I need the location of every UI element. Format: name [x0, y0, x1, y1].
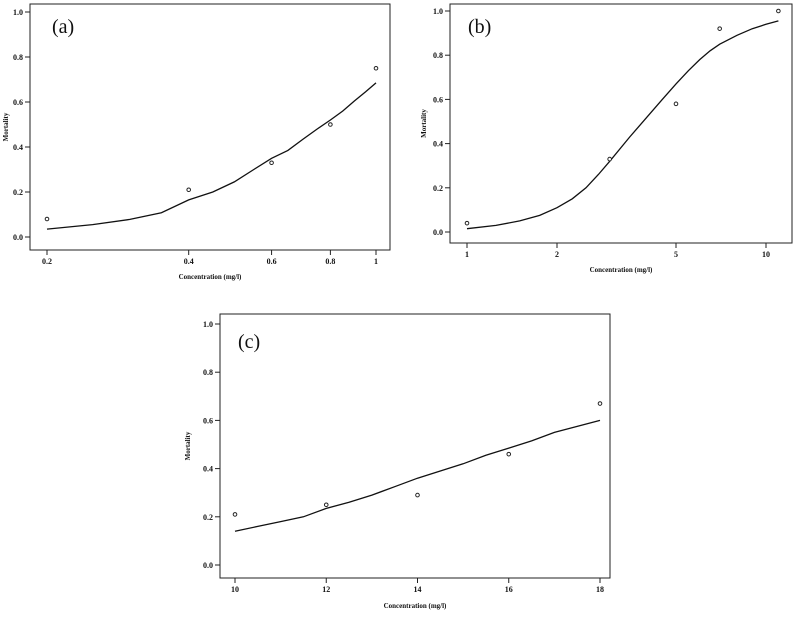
x-tick-label: 12 — [322, 585, 330, 594]
x-tick-label: 14 — [414, 585, 422, 594]
fit-curve — [46, 82, 377, 230]
y-tick-label: 0.0 — [203, 561, 213, 570]
x-tick-label: 1 — [374, 257, 378, 266]
x-tick-label: 0.6 — [267, 257, 277, 266]
y-axis-label: Mortality — [2, 112, 10, 141]
x-tick-label: 0.2 — [42, 257, 52, 266]
y-tick-label: 0.2 — [433, 184, 443, 193]
y-tick-label: 0.8 — [203, 368, 213, 377]
y-axis-label: Mortality — [184, 431, 192, 460]
data-point — [464, 220, 470, 226]
y-tick-label: 0.8 — [433, 51, 443, 60]
data-point — [673, 101, 679, 107]
panel-c: 10 12 14 16 18 0.0 0.2 0.4 0.6 0.8 1.0 Concentratio… — [184, 313, 611, 610]
data-point — [186, 187, 191, 193]
fit-curve — [234, 419, 601, 532]
y-tick-label: 0.6 — [433, 95, 443, 104]
panel-b: 1 2 5 10 0.0 0.2 0.4 0.6 0.8 1.0 Concentration (mg… — [420, 3, 793, 274]
data-point — [328, 122, 333, 127]
data-point — [776, 8, 781, 14]
panel-label: (a) — [52, 16, 74, 38]
y-tick-label: 0.4 — [203, 465, 213, 474]
x-tick-label: 0.4 — [184, 257, 194, 266]
panel-label: (c) — [238, 331, 260, 353]
data-point — [607, 156, 612, 162]
data-point — [597, 401, 603, 406]
panel-label: (b) — [468, 16, 491, 38]
y-tick-label: 0.2 — [203, 513, 213, 522]
y-tick-label: 1.0 — [433, 7, 443, 16]
x-tick-label: 10 — [762, 250, 770, 259]
data-point — [506, 451, 512, 457]
y-tick-label: 1.0 — [203, 320, 213, 329]
x-axis-label: Concentration (mg/l) — [179, 273, 242, 281]
x-tick-label: 0.8 — [325, 257, 335, 266]
y-tick-label: 0.0 — [433, 228, 443, 237]
fit-curve — [466, 20, 779, 230]
data-point — [269, 160, 274, 166]
y-tick-label: 0.0 — [13, 233, 23, 242]
x-axis-label: Concentration (mg/l) — [384, 602, 447, 610]
y-tick-label: 0.8 — [13, 53, 23, 62]
x-tick-label: 16 — [505, 585, 513, 594]
data-point — [415, 492, 420, 498]
y-tick-label: 0.6 — [203, 416, 213, 425]
x-tick-label: 2 — [555, 250, 559, 259]
x-tick-label: 5 — [674, 250, 678, 259]
y-tick-label: 1.0 — [13, 8, 23, 17]
data-point — [44, 216, 50, 222]
data-point — [373, 65, 379, 71]
data-point — [717, 26, 722, 31]
data-point — [232, 512, 238, 517]
y-tick-label: 0.6 — [13, 98, 23, 107]
panel-a: 0.2 0.4 0.6 0.8 1 0.0 0.2 0.4 0.6 0.8 1.0 Concentra… — [2, 3, 391, 281]
plot-frame — [219, 313, 611, 579]
plot-frame — [29, 3, 391, 251]
y-tick-label: 0.4 — [13, 143, 23, 152]
x-tick-label: 18 — [596, 585, 604, 594]
plot-frame — [449, 3, 793, 244]
x-axis-label: Concentration (mg/l) — [590, 266, 653, 274]
x-tick-label: 1 — [465, 250, 469, 259]
y-tick-label: 0.4 — [433, 140, 443, 149]
y-tick-label: 0.2 — [13, 188, 23, 197]
data-point — [323, 502, 329, 508]
y-axis-label: Mortality — [420, 109, 428, 138]
x-tick-label: 10 — [231, 585, 239, 594]
